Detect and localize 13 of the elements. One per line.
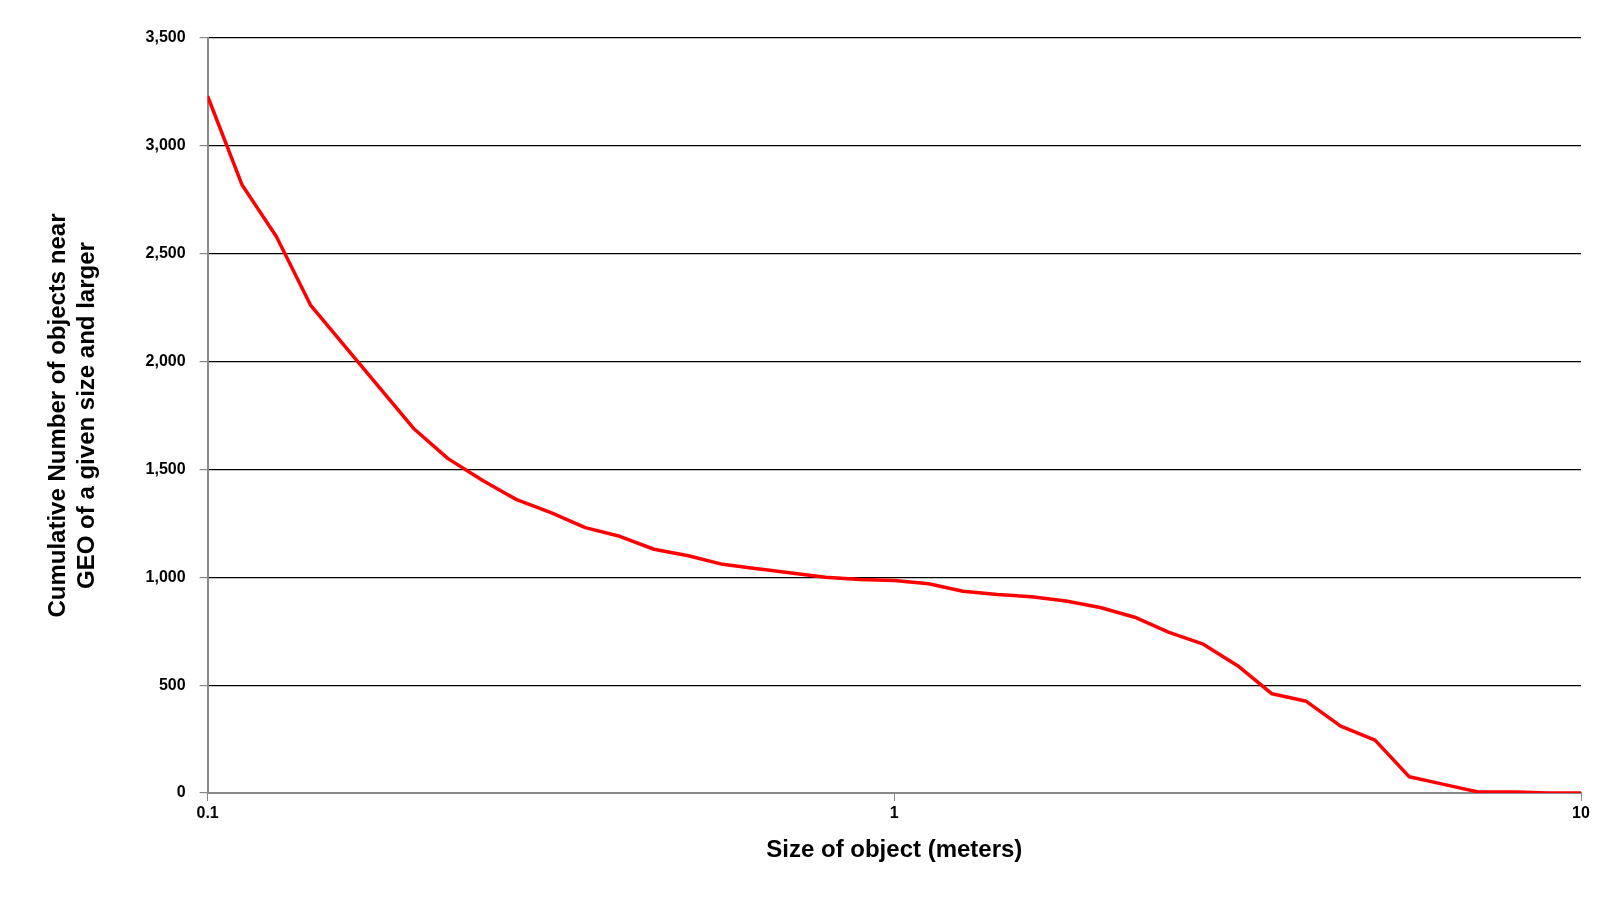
x-tick-label: 0.1	[196, 804, 219, 822]
y-tick-label: 500	[158, 675, 186, 693]
x-axis-title: Size of object (meters)	[766, 835, 1023, 863]
y-tick-label: 3,000	[145, 136, 186, 154]
y-tick-label: 1,500	[145, 459, 186, 477]
y-tick-label: 2,000	[145, 351, 186, 369]
y-tick-label: 1,000	[145, 567, 186, 585]
x-tick-label: 10	[1572, 804, 1590, 822]
y-tick-label: 2,500	[145, 244, 186, 262]
x-tick-label: 1	[889, 804, 899, 822]
y-tick-label: 3,500	[145, 28, 186, 46]
y-tick-label: 0	[176, 783, 186, 801]
y-axis-title: Cumulative Number of objects near GEO of a given size and larger	[43, 213, 99, 618]
